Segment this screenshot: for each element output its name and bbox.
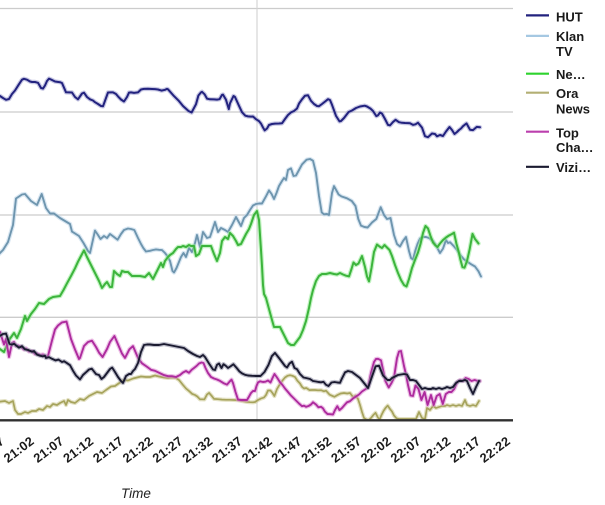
svg-text:News: News — [556, 102, 590, 117]
svg-text:Cha…: Cha… — [556, 140, 594, 155]
svg-text:Ora: Ora — [556, 86, 579, 101]
svg-text:Klan: Klan — [556, 29, 584, 44]
svg-text:HUT: HUT — [556, 10, 583, 25]
svg-text:Top: Top — [556, 126, 579, 141]
svg-text:Ne…: Ne… — [556, 67, 586, 82]
svg-text:Time: Time — [121, 486, 151, 501]
svg-text:Vizi…: Vizi… — [556, 160, 591, 175]
svg-text:TV: TV — [556, 44, 573, 59]
